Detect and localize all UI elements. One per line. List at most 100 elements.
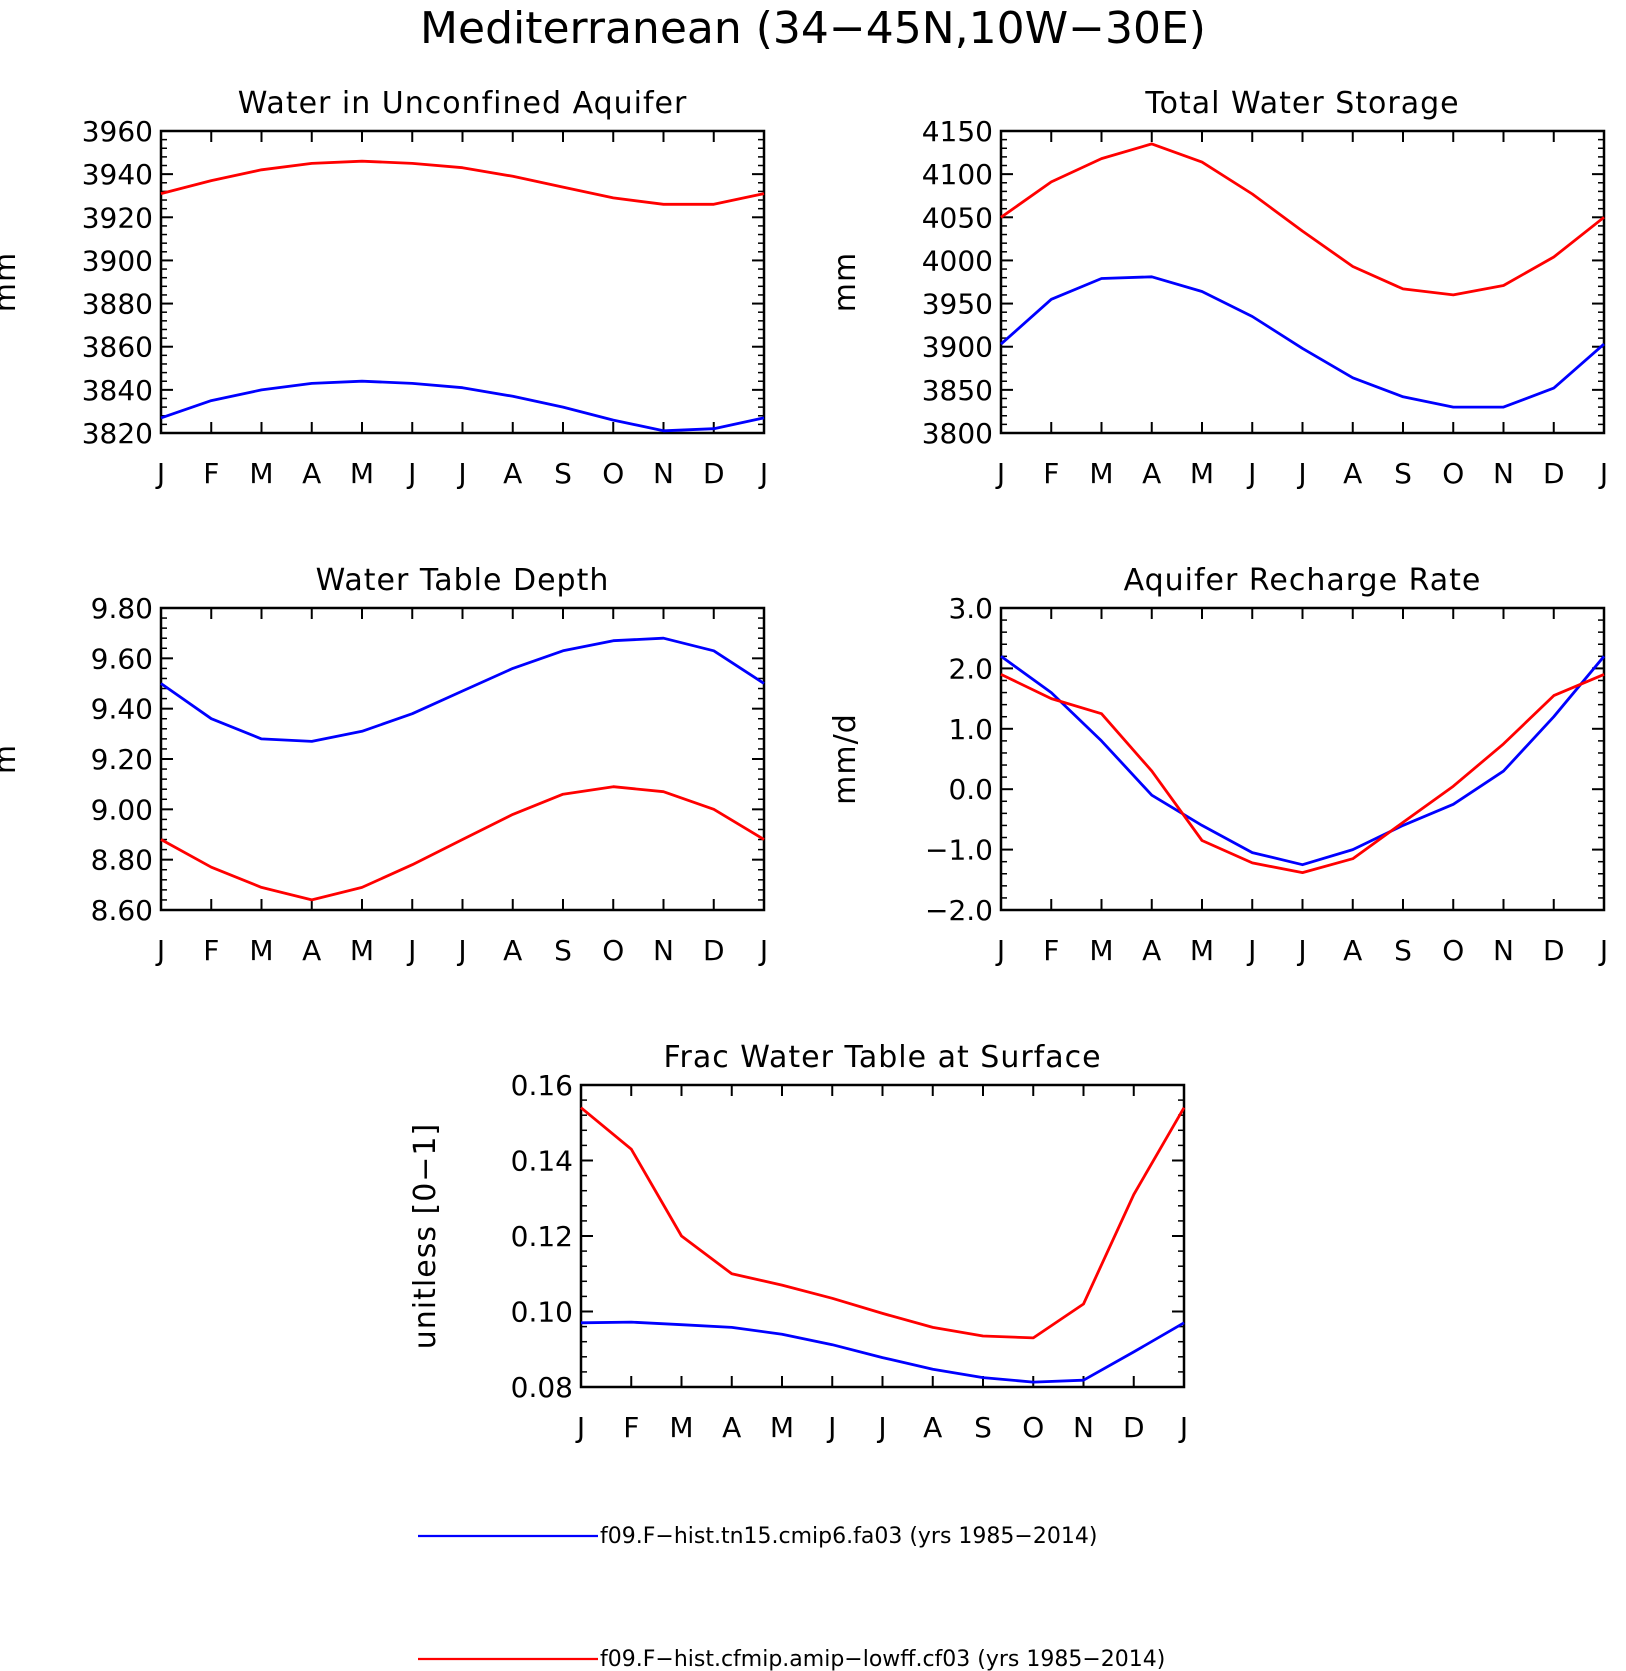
x-tick-label: S (1394, 934, 1412, 967)
y-tick-label: 8.60 (91, 894, 153, 927)
plot-frame (159, 606, 766, 912)
y-tick-label: 4050 (922, 201, 993, 234)
x-tick-label: M (249, 934, 273, 967)
x-tick-label: J (1598, 934, 1608, 967)
legend: f09.F−hist.tn15.cmip6.fa03 (yrs 1985−201… (418, 1524, 1165, 1671)
x-tick-label: M (1089, 457, 1113, 490)
y-tick-label: 0.14 (511, 1145, 573, 1178)
x-tick-label: S (974, 1411, 992, 1444)
y-tick-label: 9.40 (91, 693, 153, 726)
x-tick-label: J (1178, 1411, 1188, 1444)
x-tick-label: A (722, 1411, 741, 1444)
x-tick-label: J (456, 934, 466, 967)
x-tick-label: O (1442, 934, 1464, 967)
x-tick-label: J (456, 457, 466, 490)
x-tick-label: A (1142, 934, 1161, 967)
y-tick-label: 4150 (922, 115, 993, 148)
x-tick-label: N (1493, 934, 1514, 967)
y-tick-label: 3840 (82, 374, 153, 407)
x-tick-label: O (602, 457, 624, 490)
panel-title: Frac Water Table at Surface (663, 1040, 1101, 1075)
y-tick-label: 3860 (82, 331, 153, 364)
x-tick-label: J (1296, 457, 1306, 490)
y-tick-label: 9.00 (91, 793, 153, 826)
y-tick-label: 0.08 (511, 1371, 573, 1404)
y-axis-label: mm (828, 252, 863, 312)
x-tick-label: D (703, 457, 725, 490)
x-tick-label: N (1073, 1411, 1094, 1444)
y-tick-label: 3.0 (948, 592, 993, 625)
y-axis-label: unitless [0−1] (408, 1123, 443, 1349)
x-tick-label: O (1442, 457, 1464, 490)
y-tick-label: 8.80 (91, 844, 153, 877)
y-tick-label: 3950 (922, 288, 993, 321)
x-tick-label: F (623, 1411, 639, 1444)
figure-title: Mediterranean (34−45N,10W−30E) (420, 3, 1206, 54)
x-tick-label: A (1343, 934, 1362, 967)
x-tick-label: M (350, 934, 374, 967)
x-tick-label: J (995, 457, 1005, 490)
legend-label-series-1: f09.F−hist.tn15.cmip6.fa03 (yrs 1985−201… (600, 1524, 1097, 1549)
y-tick-label: 0.0 (948, 773, 993, 806)
y-axis-label: mm (0, 252, 23, 312)
x-tick-label: M (1190, 934, 1214, 967)
x-tick-label: J (758, 934, 768, 967)
x-tick-label: J (876, 1411, 886, 1444)
x-tick-label: M (1089, 934, 1113, 967)
x-tick-label: N (653, 934, 674, 967)
y-tick-label: 2.0 (948, 652, 993, 685)
x-tick-label: O (602, 934, 624, 967)
x-tick-label: J (575, 1411, 585, 1444)
y-tick-label: 0.16 (511, 1069, 573, 1102)
x-tick-label: M (350, 457, 374, 490)
y-tick-label: 3920 (82, 201, 153, 234)
x-tick-label: M (1190, 457, 1214, 490)
series-line-2 (160, 785, 765, 902)
y-axis-label: mm/d (828, 713, 863, 805)
y-tick-label: 3850 (922, 374, 993, 407)
x-tick-label: A (1142, 457, 1161, 490)
x-tick-label: N (1493, 457, 1514, 490)
series-line-1 (1000, 275, 1605, 409)
x-tick-label: N (653, 457, 674, 490)
x-tick-label: F (203, 934, 219, 967)
x-tick-label: M (249, 457, 273, 490)
x-tick-label: J (406, 457, 416, 490)
x-tick-label: J (1296, 934, 1306, 967)
y-tick-label: −2.0 (925, 894, 993, 927)
panel-title: Water Table Depth (316, 563, 610, 598)
legend-label-series-2: f09.F−hist.cfmip.amip−lowff.cf03 (yrs 19… (600, 1647, 1165, 1671)
y-axis-label: m (0, 744, 23, 774)
x-tick-label: O (1022, 1411, 1044, 1444)
series-line-2 (1000, 142, 1605, 297)
x-tick-label: D (1543, 457, 1565, 490)
x-tick-label: F (1043, 457, 1059, 490)
x-tick-label: S (554, 457, 572, 490)
x-tick-label: J (995, 934, 1005, 967)
y-tick-label: 3940 (82, 158, 153, 191)
panel-title: Aquifer Recharge Rate (1124, 563, 1482, 598)
y-tick-label: 3960 (82, 115, 153, 148)
y-tick-label: 3820 (82, 417, 153, 450)
y-tick-label: 3900 (922, 331, 993, 364)
x-tick-label: F (1043, 934, 1059, 967)
series-line-2 (580, 1106, 1186, 1340)
x-tick-label: J (826, 1411, 836, 1444)
series-line-1 (580, 1320, 1185, 1384)
x-tick-label: D (1543, 934, 1565, 967)
x-tick-label: D (703, 934, 725, 967)
x-tick-label: J (155, 934, 165, 967)
x-tick-label: S (554, 934, 572, 967)
y-tick-label: −1.0 (925, 834, 993, 867)
y-tick-label: 3880 (82, 288, 153, 321)
y-tick-label: 9.60 (91, 642, 153, 675)
x-tick-label: J (758, 457, 768, 490)
series-line-1 (160, 379, 765, 433)
x-tick-label: A (1343, 457, 1362, 490)
x-tick-label: J (406, 934, 416, 967)
x-tick-label: F (203, 457, 219, 490)
